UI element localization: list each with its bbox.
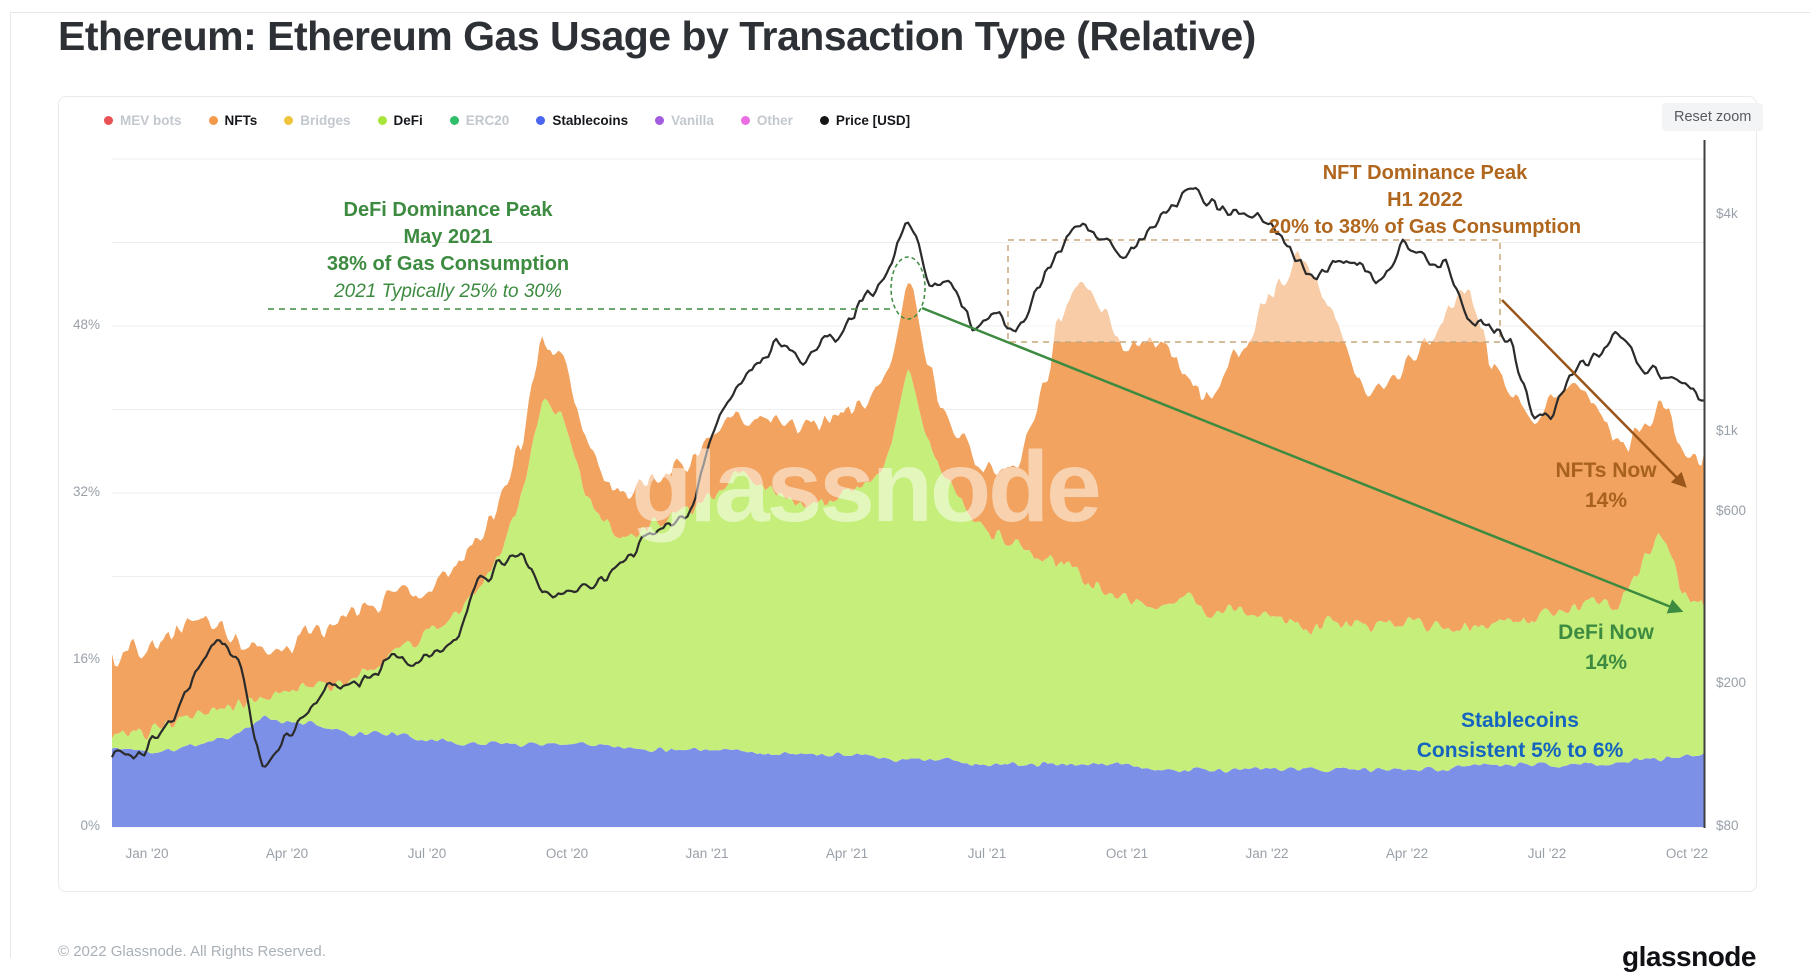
x-axis-label: Jan '20 [125,846,169,861]
legend-dot-icon [377,116,387,125]
area-defi [112,369,1704,773]
legend-label: Bridges [300,113,351,128]
x-axis-label: Jul '22 [1527,846,1567,861]
annotation-stablecoins-note: Stablecoins Consistent 5% to 6% [1416,709,1624,762]
legend-dot-icon [104,116,113,125]
legend-item-mev-bots[interactable]: MEV bots [104,113,182,128]
y-axis-label-right: $80 [1716,818,1739,833]
x-axis-label: Jul '21 [967,846,1007,861]
y-axis-label-right: $4k [1716,206,1738,222]
chart-legend: MEV bots NFTs Bridges DeFi ERC20 Stablecoins V… [104,113,910,128]
legend-item-bridges[interactable]: Bridges [284,113,351,128]
legend-label: Price [USD] [835,113,911,128]
annotation-nfts-now: NFTs Now 14% [1555,459,1657,512]
legend-label: Vanilla [671,113,714,128]
x-axis-label: Jul '20 [407,846,447,861]
legend-label: NFTs [224,113,258,128]
legend-item-nfts[interactable]: NFTs [208,113,258,128]
annotation-defi-peak: DeFi Dominance Peak May 2021 38% of Gas Co… [326,199,570,275]
y-axis-label-right: $200 [1716,674,1747,690]
top-divider [10,12,1810,13]
y-axis-label-right: $600 [1716,503,1747,518]
x-axis-label: Oct '22 [1665,846,1709,861]
legend-label: DeFi [393,113,423,128]
legend-item-stablecoins[interactable]: Stablecoins [536,113,628,128]
x-axis-label: Apr '20 [265,846,309,861]
page-title: Ethereum: Ethereum Gas Usage by Transact… [58,13,1256,59]
legend-item-defi[interactable]: DeFi [377,113,423,128]
legend-label: Stablecoins [552,113,629,128]
annotation-defi-now: DeFi Now 14% [1558,621,1654,674]
legend-label: Other [756,113,793,128]
legend-dot-icon [208,116,218,125]
reset-zoom-button[interactable]: Reset zoom [1662,103,1764,131]
y-axis-label-left: 16% [72,651,100,666]
legend-label: MEV bots [120,113,182,128]
price-line [111,186,1704,768]
glassnode-logo: glassnode [1622,941,1756,972]
nft-dominance-highlight [1007,239,1501,343]
legend-dot-icon [284,116,294,125]
legend-item-other[interactable]: Other [740,113,793,128]
x-axis-label: Apr '22 [1385,846,1429,861]
legend-item-price-usd-[interactable]: Price [USD] [819,113,911,128]
y-axis-label-right: $1k [1716,423,1738,439]
nft-trend-arrow [1501,299,1687,488]
defi-trend-arrow [921,306,1684,614]
x-axis-label: Jan '22 [1245,846,1289,861]
legend-dot-icon [536,116,546,125]
y-axis-label-left: 32% [72,484,100,499]
defi-peak-circle [890,256,926,320]
annotation-defi-typical: 2021 Typically 25% to 30% [334,281,562,302]
area-nfts [112,250,1704,740]
x-axis-label: Oct '20 [545,846,589,861]
copyright: © 2022 Glassnode. All Rights Reserved. [58,943,326,960]
x-axis-label: Jan '21 [685,846,729,861]
legend-item-erc20[interactable]: ERC20 [449,113,510,128]
annotation-nft-peak: NFT Dominance Peak H1 2022 20% to 38% of G… [1268,162,1582,238]
y-axis-label-left: 0% [80,818,100,833]
area-stablecoins [112,715,1704,827]
legend-dot-icon [449,116,459,125]
x-axis-label: Oct '21 [1105,846,1149,861]
x-axis-label: Apr '21 [825,846,869,861]
legend-item-vanilla[interactable]: Vanilla [655,113,714,128]
legend-dot-icon [819,116,829,125]
legend-label: ERC20 [465,113,510,128]
legend-dot-icon [740,116,750,125]
legend-dot-icon [655,116,665,125]
y-axis-label-left: 48% [72,317,100,332]
left-divider [10,12,11,958]
